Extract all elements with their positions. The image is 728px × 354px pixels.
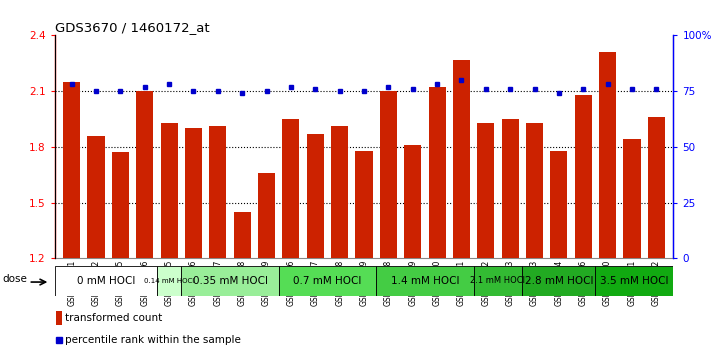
Bar: [596, 266, 673, 296]
Bar: [478, 123, 494, 354]
Bar: [157, 266, 181, 296]
Bar: [429, 87, 446, 354]
Bar: [258, 173, 275, 354]
Text: 3.5 mM HOCl: 3.5 mM HOCl: [600, 275, 669, 286]
Bar: [181, 266, 279, 296]
Bar: [550, 150, 567, 354]
Bar: [331, 126, 348, 354]
Bar: [112, 153, 129, 354]
Bar: [574, 95, 592, 354]
Bar: [279, 266, 376, 296]
Text: percentile rank within the sample: percentile rank within the sample: [66, 335, 241, 345]
Text: 0.14 mM HOCl: 0.14 mM HOCl: [144, 278, 194, 284]
Text: transformed count: transformed count: [66, 313, 162, 323]
Bar: [63, 82, 80, 354]
Text: 0.35 mM HOCl: 0.35 mM HOCl: [192, 275, 267, 286]
Bar: [282, 119, 299, 354]
Text: dose: dose: [3, 274, 28, 284]
Bar: [502, 119, 518, 354]
Bar: [648, 117, 665, 354]
Bar: [210, 126, 226, 354]
Bar: [306, 134, 324, 354]
Bar: [523, 266, 596, 296]
Bar: [56, 312, 62, 325]
Bar: [185, 128, 202, 354]
Text: GDS3670 / 1460172_at: GDS3670 / 1460172_at: [55, 21, 209, 34]
Bar: [136, 91, 154, 354]
Text: 2.8 mM HOCl: 2.8 mM HOCl: [525, 275, 593, 286]
Bar: [404, 145, 422, 354]
Bar: [623, 139, 641, 354]
Bar: [355, 150, 373, 354]
Bar: [526, 123, 543, 354]
Bar: [161, 123, 178, 354]
Bar: [474, 266, 523, 296]
Bar: [376, 266, 474, 296]
Bar: [599, 52, 616, 354]
Text: 1.4 mM HOCl: 1.4 mM HOCl: [391, 275, 459, 286]
Bar: [55, 266, 157, 296]
Text: 2.1 mM HOCl: 2.1 mM HOCl: [470, 276, 526, 285]
Text: 0.7 mM HOCl: 0.7 mM HOCl: [293, 275, 362, 286]
Bar: [87, 136, 105, 354]
Bar: [234, 212, 250, 354]
Bar: [453, 59, 470, 354]
Text: 0 mM HOCl: 0 mM HOCl: [76, 275, 135, 286]
Bar: [380, 91, 397, 354]
